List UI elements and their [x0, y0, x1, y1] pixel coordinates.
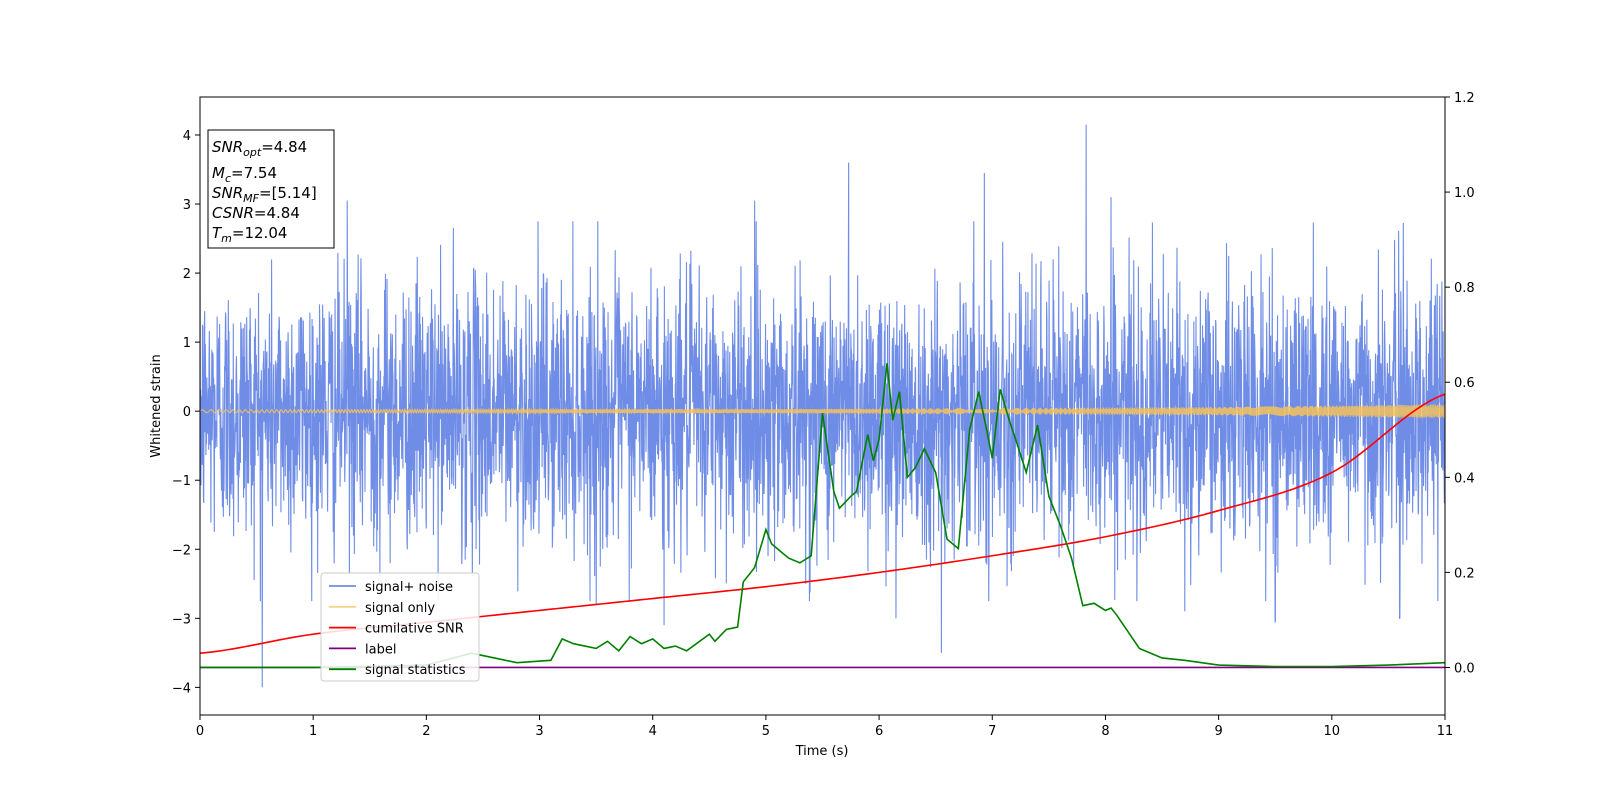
- annotation-tm: Tm=12.04: [212, 224, 287, 245]
- x-tick-label: 10: [1324, 724, 1341, 739]
- annotation-snr-mf: SNRMF=[5.14]: [212, 184, 317, 205]
- x-tick-label: 1: [309, 724, 317, 739]
- y-left-tick-label: 0: [183, 405, 191, 420]
- annotation-mc: Mc=7.54: [212, 164, 277, 185]
- x-tick-label: 8: [1101, 724, 1109, 739]
- y-right-tick-label: 1.0: [1454, 186, 1475, 201]
- series-signal-noise: [200, 124, 1445, 688]
- x-tick-label: 7: [988, 724, 996, 739]
- x-axis-label: Time (s): [795, 744, 849, 759]
- x-tick-label: 4: [649, 724, 657, 739]
- legend-label: signal only: [365, 601, 435, 616]
- y-left-tick-label: 1: [183, 336, 191, 351]
- legend-label: cumilative SNR: [365, 622, 464, 637]
- x-tick-label: 6: [875, 724, 883, 739]
- annotation-csnr: CSNR=4.84: [212, 204, 300, 222]
- legend-label: signal+ noise: [365, 580, 453, 595]
- series-signal-statistics: [200, 363, 1445, 669]
- y-right-tick-label: 0.2: [1454, 566, 1475, 581]
- y-right-tick-label: 0.8: [1454, 281, 1475, 296]
- y-axis-label: Whitened strain: [149, 354, 164, 457]
- y-left-tick-label: −3: [172, 612, 191, 627]
- annotation-box: SNRopt=4.84 Mc=7.54 SNRMF=[5.14] CSNR=4.…: [207, 129, 335, 249]
- legend: signal+ noise signal only cumilative SNR la…: [320, 572, 480, 682]
- y-right-tick-label: 0.4: [1454, 471, 1475, 486]
- legend-label: label: [365, 642, 396, 657]
- y-left-tick-label: 3: [183, 198, 191, 213]
- x-tick-label: 5: [762, 724, 770, 739]
- y-right-tick-label: 0.0: [1454, 661, 1475, 676]
- y-left-tick-label: 2: [183, 267, 191, 282]
- plot-frame: [199, 96, 1446, 716]
- series-signal-only: [200, 403, 1445, 418]
- x-tick-label: 3: [535, 724, 543, 739]
- y-left-tick-label: −1: [172, 474, 191, 489]
- axes: 0 1 2 3 4 5 6 7 8 9 10 1143210−1−2−3−41.21.00.80.60…: [172, 91, 1475, 739]
- x-tick-label: 0: [196, 724, 204, 739]
- y-left-tick-label: −2: [172, 543, 191, 558]
- annotation-snr-opt: SNRopt=4.84: [212, 138, 307, 159]
- legend-label: signal statistics: [365, 663, 466, 678]
- y-right-tick-label: 0.6: [1454, 376, 1475, 391]
- y-left-tick-label: −4: [172, 681, 191, 696]
- x-tick-label: 11: [1437, 724, 1454, 739]
- x-tick-label: 9: [1214, 724, 1222, 739]
- x-tick-label: 2: [422, 724, 430, 739]
- y-right-tick-label: 1.2: [1454, 91, 1475, 106]
- y-left-tick-label: 4: [183, 129, 191, 144]
